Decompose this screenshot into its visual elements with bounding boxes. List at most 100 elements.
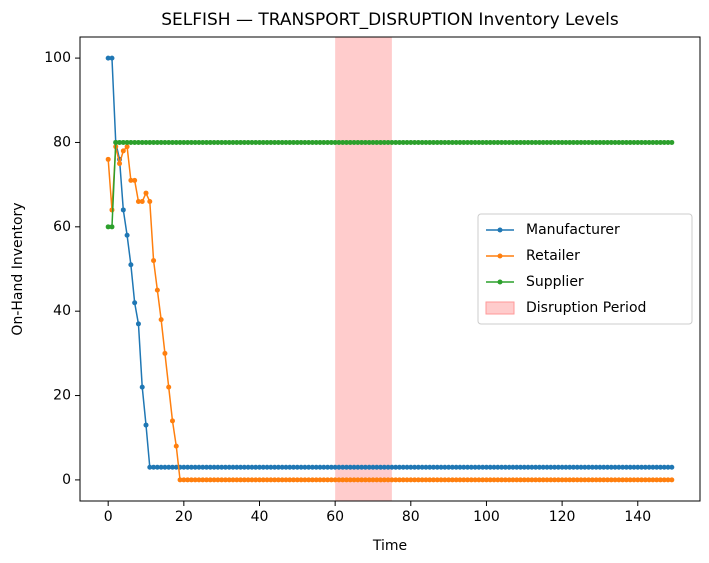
point (272, 477, 278, 483)
point (431, 464, 437, 470)
point (366, 464, 372, 470)
point (381, 477, 387, 483)
point (378, 139, 384, 145)
point (128, 139, 134, 145)
point (188, 477, 194, 483)
point (298, 464, 304, 470)
point (605, 139, 611, 145)
point (222, 477, 228, 483)
point (173, 139, 179, 145)
point (661, 139, 667, 145)
point (453, 139, 459, 145)
point (245, 464, 251, 470)
point (495, 464, 501, 470)
point (279, 139, 285, 145)
point (393, 464, 399, 470)
point (457, 477, 463, 483)
point (347, 477, 353, 483)
point (279, 477, 285, 483)
point (343, 464, 349, 470)
point (389, 464, 395, 470)
point (472, 477, 478, 483)
point (605, 464, 611, 470)
point (623, 477, 629, 483)
point (309, 477, 315, 483)
point (446, 139, 452, 145)
point (533, 139, 539, 145)
point (143, 190, 149, 196)
point (124, 139, 130, 145)
point (491, 139, 497, 145)
point (120, 139, 126, 145)
point (381, 464, 387, 470)
point (109, 55, 115, 61)
point (650, 477, 656, 483)
point (593, 477, 599, 483)
point (396, 464, 402, 470)
point (529, 139, 535, 145)
point (374, 477, 380, 483)
point (438, 464, 444, 470)
point (143, 139, 149, 145)
point (525, 477, 531, 483)
point (559, 139, 565, 145)
x-tick-label: 120 (549, 509, 576, 525)
point (132, 300, 138, 306)
point (158, 139, 164, 145)
point (574, 477, 580, 483)
point (567, 139, 573, 145)
point (601, 139, 607, 145)
y-tick-label: 0 (62, 472, 71, 488)
point (612, 139, 618, 145)
point (521, 477, 527, 483)
point (253, 477, 259, 483)
point (264, 477, 270, 483)
point (200, 477, 206, 483)
point (370, 139, 376, 145)
legend-swatch (485, 301, 515, 315)
point (264, 139, 270, 145)
point (374, 464, 380, 470)
point (340, 139, 346, 145)
point (465, 464, 471, 470)
point (192, 464, 198, 470)
point (449, 139, 455, 145)
point (219, 477, 225, 483)
point (404, 477, 410, 483)
point (654, 464, 660, 470)
point (385, 464, 391, 470)
point (143, 422, 149, 428)
x-tick-label: 60 (326, 509, 344, 525)
point (162, 464, 168, 470)
point (313, 139, 319, 145)
point (567, 464, 573, 470)
point (366, 477, 372, 483)
point (578, 477, 584, 483)
point (139, 384, 145, 390)
point (597, 464, 603, 470)
point (309, 139, 315, 145)
point (272, 464, 278, 470)
point (325, 464, 331, 470)
point (124, 232, 130, 238)
point (646, 477, 652, 483)
point (385, 139, 391, 145)
point (204, 477, 210, 483)
point (431, 477, 437, 483)
point (400, 139, 406, 145)
point (510, 139, 516, 145)
point (128, 177, 134, 183)
point (298, 139, 304, 145)
point (219, 464, 225, 470)
point (343, 139, 349, 145)
point (185, 139, 191, 145)
point (283, 139, 289, 145)
point (487, 464, 493, 470)
point (570, 139, 576, 145)
point (389, 477, 395, 483)
point (362, 139, 368, 145)
legend-label: Disruption Period (526, 300, 646, 316)
point (347, 464, 353, 470)
point (204, 464, 210, 470)
point (185, 464, 191, 470)
